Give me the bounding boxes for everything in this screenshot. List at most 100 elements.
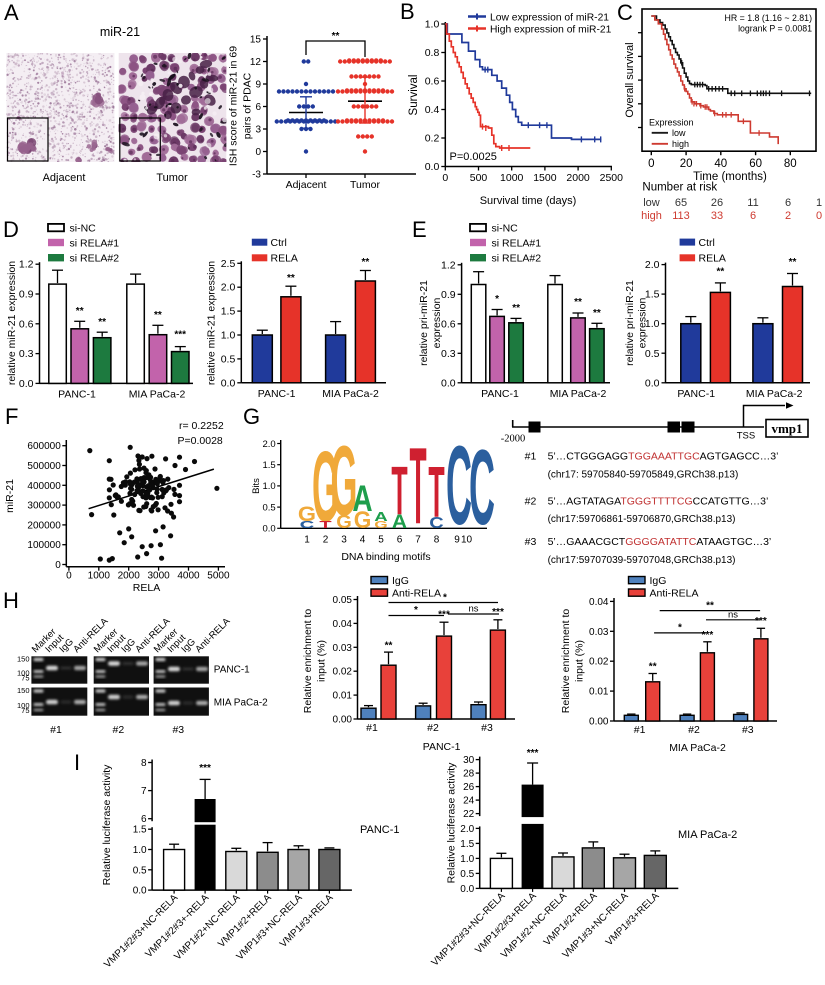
- svg-text:150: 150: [17, 686, 30, 695]
- svg-text:T: T: [319, 520, 332, 531]
- svg-text:IgG: IgG: [392, 575, 409, 587]
- svg-text:***: ***: [755, 616, 767, 627]
- svg-text:0.6: 0.6: [441, 318, 456, 330]
- svg-text:**: **: [574, 297, 582, 308]
- svg-text:C: C: [617, 0, 633, 25]
- svg-text:1: 1: [304, 535, 310, 546]
- svg-text:RELA: RELA: [699, 253, 726, 265]
- svg-text:100: 100: [17, 669, 30, 678]
- svg-text:**: **: [287, 273, 295, 284]
- svg-text:Time (months): Time (months): [693, 171, 767, 183]
- svg-text:1.5: 1.5: [460, 839, 474, 850]
- svg-text:PANC-1: PANC-1: [423, 741, 461, 753]
- svg-text:Relative enrichment to: Relative enrichment to: [302, 609, 314, 714]
- svg-text:Ctrl: Ctrl: [699, 237, 715, 249]
- svg-text:TSS: TSS: [737, 431, 755, 442]
- svg-text:1.0: 1.0: [645, 318, 660, 330]
- svg-text:1000: 1000: [88, 571, 111, 582]
- svg-text:**: **: [789, 257, 797, 268]
- svg-text:1.0: 1.0: [262, 481, 275, 492]
- svg-text:#3: #3: [481, 722, 493, 734]
- svg-text:2000: 2000: [118, 571, 141, 582]
- svg-text:T: T: [409, 424, 426, 546]
- svg-text:0: 0: [442, 172, 448, 184]
- svg-text:expression: expression: [637, 297, 649, 348]
- svg-text:2: 2: [323, 535, 329, 546]
- svg-text:26: 26: [711, 197, 723, 209]
- svg-text:**: **: [593, 308, 601, 319]
- svg-text:#1: #1: [366, 722, 378, 734]
- svg-text:0.6: 0.6: [19, 318, 34, 330]
- svg-text:6: 6: [750, 210, 756, 222]
- svg-text:#3: #3: [742, 724, 754, 736]
- svg-text:1.0: 1.0: [133, 845, 147, 856]
- svg-text:*: *: [443, 593, 447, 604]
- svg-text:**: **: [512, 303, 520, 314]
- svg-text:G: G: [243, 404, 260, 429]
- svg-text:RELA: RELA: [271, 253, 298, 265]
- svg-text:A: A: [374, 511, 388, 524]
- svg-text:Low expression of miR-21: Low expression of miR-21: [490, 13, 609, 24]
- svg-text:0.0: 0.0: [425, 161, 440, 173]
- svg-text:9: 9: [454, 535, 460, 546]
- svg-text:*: *: [678, 623, 682, 634]
- svg-text:**: **: [98, 317, 106, 328]
- svg-text:100: 100: [17, 701, 30, 710]
- svg-text:33: 33: [711, 210, 723, 222]
- svg-text:2.0: 2.0: [460, 824, 474, 835]
- svg-text:Adjacent: Adjacent: [43, 172, 86, 184]
- svg-text:0.0: 0.0: [460, 884, 474, 895]
- svg-text:0: 0: [66, 571, 72, 582]
- svg-text:2.0: 2.0: [645, 259, 660, 271]
- svg-text:ns: ns: [728, 610, 738, 621]
- svg-text:input (%): input (%): [316, 640, 328, 682]
- svg-text:***: ***: [174, 330, 186, 341]
- svg-text:0.01: 0.01: [333, 691, 353, 702]
- svg-text:MIA PaCa-2: MIA PaCa-2: [746, 388, 803, 400]
- svg-text:Anti-RELA: Anti-RELA: [650, 588, 699, 600]
- svg-text:1.2: 1.2: [441, 259, 456, 271]
- svg-text:150: 150: [17, 655, 30, 664]
- svg-text:si-NC: si-NC: [70, 223, 97, 235]
- svg-text:P=0.0028: P=0.0028: [178, 435, 223, 447]
- svg-text:1000: 1000: [500, 172, 524, 184]
- svg-text:0: 0: [648, 158, 654, 170]
- svg-text:**: **: [76, 306, 84, 317]
- svg-text:0.0: 0.0: [262, 524, 275, 535]
- svg-text:0.0: 0.0: [441, 377, 456, 389]
- svg-text:T: T: [428, 451, 444, 533]
- svg-text:24: 24: [463, 796, 475, 807]
- svg-text:11: 11: [747, 197, 758, 209]
- svg-text:28: 28: [463, 769, 475, 780]
- svg-text:**: **: [332, 31, 340, 42]
- svg-text:3: 3: [341, 535, 347, 546]
- svg-text:0.5: 0.5: [221, 353, 236, 365]
- svg-text:input (%): input (%): [574, 640, 586, 682]
- svg-text:-2000: -2000: [501, 434, 526, 445]
- svg-text:Tumor: Tumor: [156, 172, 188, 184]
- svg-text:Relative luciferase activity: Relative luciferase activity: [446, 762, 458, 884]
- svg-text:**: **: [649, 662, 657, 673]
- svg-text:1.5: 1.5: [133, 825, 147, 836]
- svg-text:Survival time (days): Survival time (days): [480, 195, 577, 207]
- svg-text:high: high: [672, 139, 689, 149]
- svg-text:1500: 1500: [533, 172, 557, 184]
- svg-text:PANC-1: PANC-1: [214, 665, 250, 676]
- svg-text:40: 40: [714, 158, 727, 170]
- svg-text:logrank P = 0.0081: logrank P = 0.0081: [738, 24, 812, 34]
- svg-text:si RELA#1: si RELA#1: [70, 237, 120, 249]
- svg-text:G: G: [374, 519, 388, 530]
- svg-text:0.0: 0.0: [133, 886, 147, 897]
- svg-text:MIA PaCa-2: MIA PaCa-2: [678, 829, 737, 841]
- svg-text:0.03: 0.03: [333, 643, 353, 654]
- svg-text:1.5: 1.5: [221, 306, 236, 318]
- svg-text:PANC-1: PANC-1: [677, 388, 715, 400]
- svg-text:0: 0: [816, 210, 822, 222]
- svg-text:relative miR-21 expression: relative miR-21 expression: [206, 261, 218, 385]
- svg-text:30: 30: [463, 755, 475, 766]
- svg-text:2500: 2500: [600, 172, 624, 184]
- svg-text:75: 75: [21, 674, 29, 683]
- svg-text:***: ***: [199, 763, 211, 774]
- svg-text:G: G: [312, 430, 339, 542]
- svg-text:0.02: 0.02: [333, 667, 353, 678]
